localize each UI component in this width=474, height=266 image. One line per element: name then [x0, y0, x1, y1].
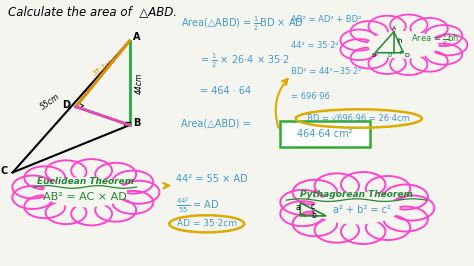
Circle shape — [112, 171, 153, 194]
Circle shape — [383, 206, 428, 231]
Text: D: D — [404, 53, 409, 59]
Text: AB² = AC × AD: AB² = AC × AD — [43, 192, 127, 202]
Ellipse shape — [361, 28, 446, 61]
Circle shape — [351, 48, 388, 69]
Circle shape — [390, 54, 428, 75]
Circle shape — [280, 190, 325, 215]
Circle shape — [315, 218, 359, 243]
Ellipse shape — [35, 174, 136, 210]
Text: A: A — [392, 26, 396, 31]
Circle shape — [95, 163, 136, 186]
Circle shape — [46, 160, 86, 183]
Ellipse shape — [368, 32, 438, 58]
Circle shape — [425, 25, 462, 46]
Circle shape — [71, 159, 112, 182]
Text: BD² = 44²−35·2²: BD² = 44²−35·2² — [291, 67, 361, 76]
Circle shape — [366, 176, 410, 201]
Circle shape — [24, 195, 65, 218]
Text: 464·64 cm²: 464·64 cm² — [297, 129, 353, 139]
Ellipse shape — [44, 178, 126, 207]
FancyBboxPatch shape — [280, 121, 370, 147]
Text: B: B — [372, 53, 376, 59]
Text: Area = $\frac{1}{2}$bh: Area = $\frac{1}{2}$bh — [411, 32, 460, 48]
Circle shape — [340, 39, 378, 60]
Circle shape — [112, 191, 153, 214]
Text: 44cm: 44cm — [136, 72, 145, 94]
Circle shape — [366, 215, 410, 240]
Text: Calculate the area of  △ABD.: Calculate the area of △ABD. — [8, 5, 177, 18]
Text: 55cm: 55cm — [39, 92, 61, 111]
Circle shape — [351, 21, 388, 42]
Circle shape — [340, 30, 378, 51]
Circle shape — [410, 51, 448, 72]
Circle shape — [292, 180, 337, 205]
Circle shape — [292, 211, 337, 236]
Circle shape — [390, 15, 428, 36]
Text: BD = √696·96 = 26·4cm: BD = √696·96 = 26·4cm — [308, 114, 410, 123]
Circle shape — [315, 173, 359, 198]
Text: Pythagorean Theorem: Pythagorean Theorem — [300, 190, 413, 199]
Text: A: A — [133, 32, 141, 41]
Text: $\frac{44^2}{55}$ = AD: $\frac{44^2}{55}$ = AD — [176, 195, 219, 214]
Circle shape — [46, 201, 86, 224]
Circle shape — [12, 186, 53, 209]
Circle shape — [71, 202, 112, 225]
Circle shape — [341, 219, 385, 244]
Text: b: b — [387, 52, 391, 59]
Circle shape — [425, 44, 462, 65]
Text: a: a — [295, 203, 300, 212]
Text: = $\frac{1}{2}$ × 26·4 × 35·2: = $\frac{1}{2}$ × 26·4 × 35·2 — [200, 51, 289, 70]
Circle shape — [280, 201, 325, 226]
Ellipse shape — [304, 188, 409, 228]
Circle shape — [341, 172, 385, 197]
Circle shape — [430, 34, 467, 55]
Text: h: h — [397, 38, 401, 44]
Ellipse shape — [314, 192, 399, 224]
Circle shape — [368, 53, 406, 74]
Text: b: b — [311, 211, 317, 220]
Text: B: B — [133, 118, 141, 128]
Text: Euclidean Theorem: Euclidean Theorem — [36, 177, 134, 186]
Text: Area(△ABD) = $\frac{1}{2}$BD × AD: Area(△ABD) = $\frac{1}{2}$BD × AD — [181, 15, 304, 33]
Text: = 696·96: = 696·96 — [291, 92, 330, 101]
Circle shape — [390, 196, 434, 221]
Text: AB² = AD² + BD²: AB² = AD² + BD² — [291, 15, 361, 24]
Circle shape — [368, 16, 406, 37]
Circle shape — [118, 181, 159, 204]
Circle shape — [383, 185, 428, 210]
Circle shape — [95, 199, 136, 222]
Text: c: c — [311, 202, 315, 211]
Text: 44² = 55 × AD: 44² = 55 × AD — [176, 174, 248, 184]
Text: = 464 · 64: = 464 · 64 — [200, 86, 251, 95]
Text: C: C — [1, 166, 8, 176]
Circle shape — [410, 18, 448, 39]
Text: 35·2cm: 35·2cm — [92, 57, 118, 77]
Text: Area(△ABD) =: Area(△ABD) = — [181, 119, 254, 128]
Circle shape — [24, 166, 65, 189]
Text: a² + b² = c²: a² + b² = c² — [333, 205, 391, 215]
Text: 44² = 35·2² + BD²: 44² = 35·2² + BD² — [291, 41, 366, 50]
Circle shape — [12, 176, 53, 198]
Text: AD = 35·2cm: AD = 35·2cm — [177, 219, 237, 228]
Text: D: D — [62, 100, 70, 110]
